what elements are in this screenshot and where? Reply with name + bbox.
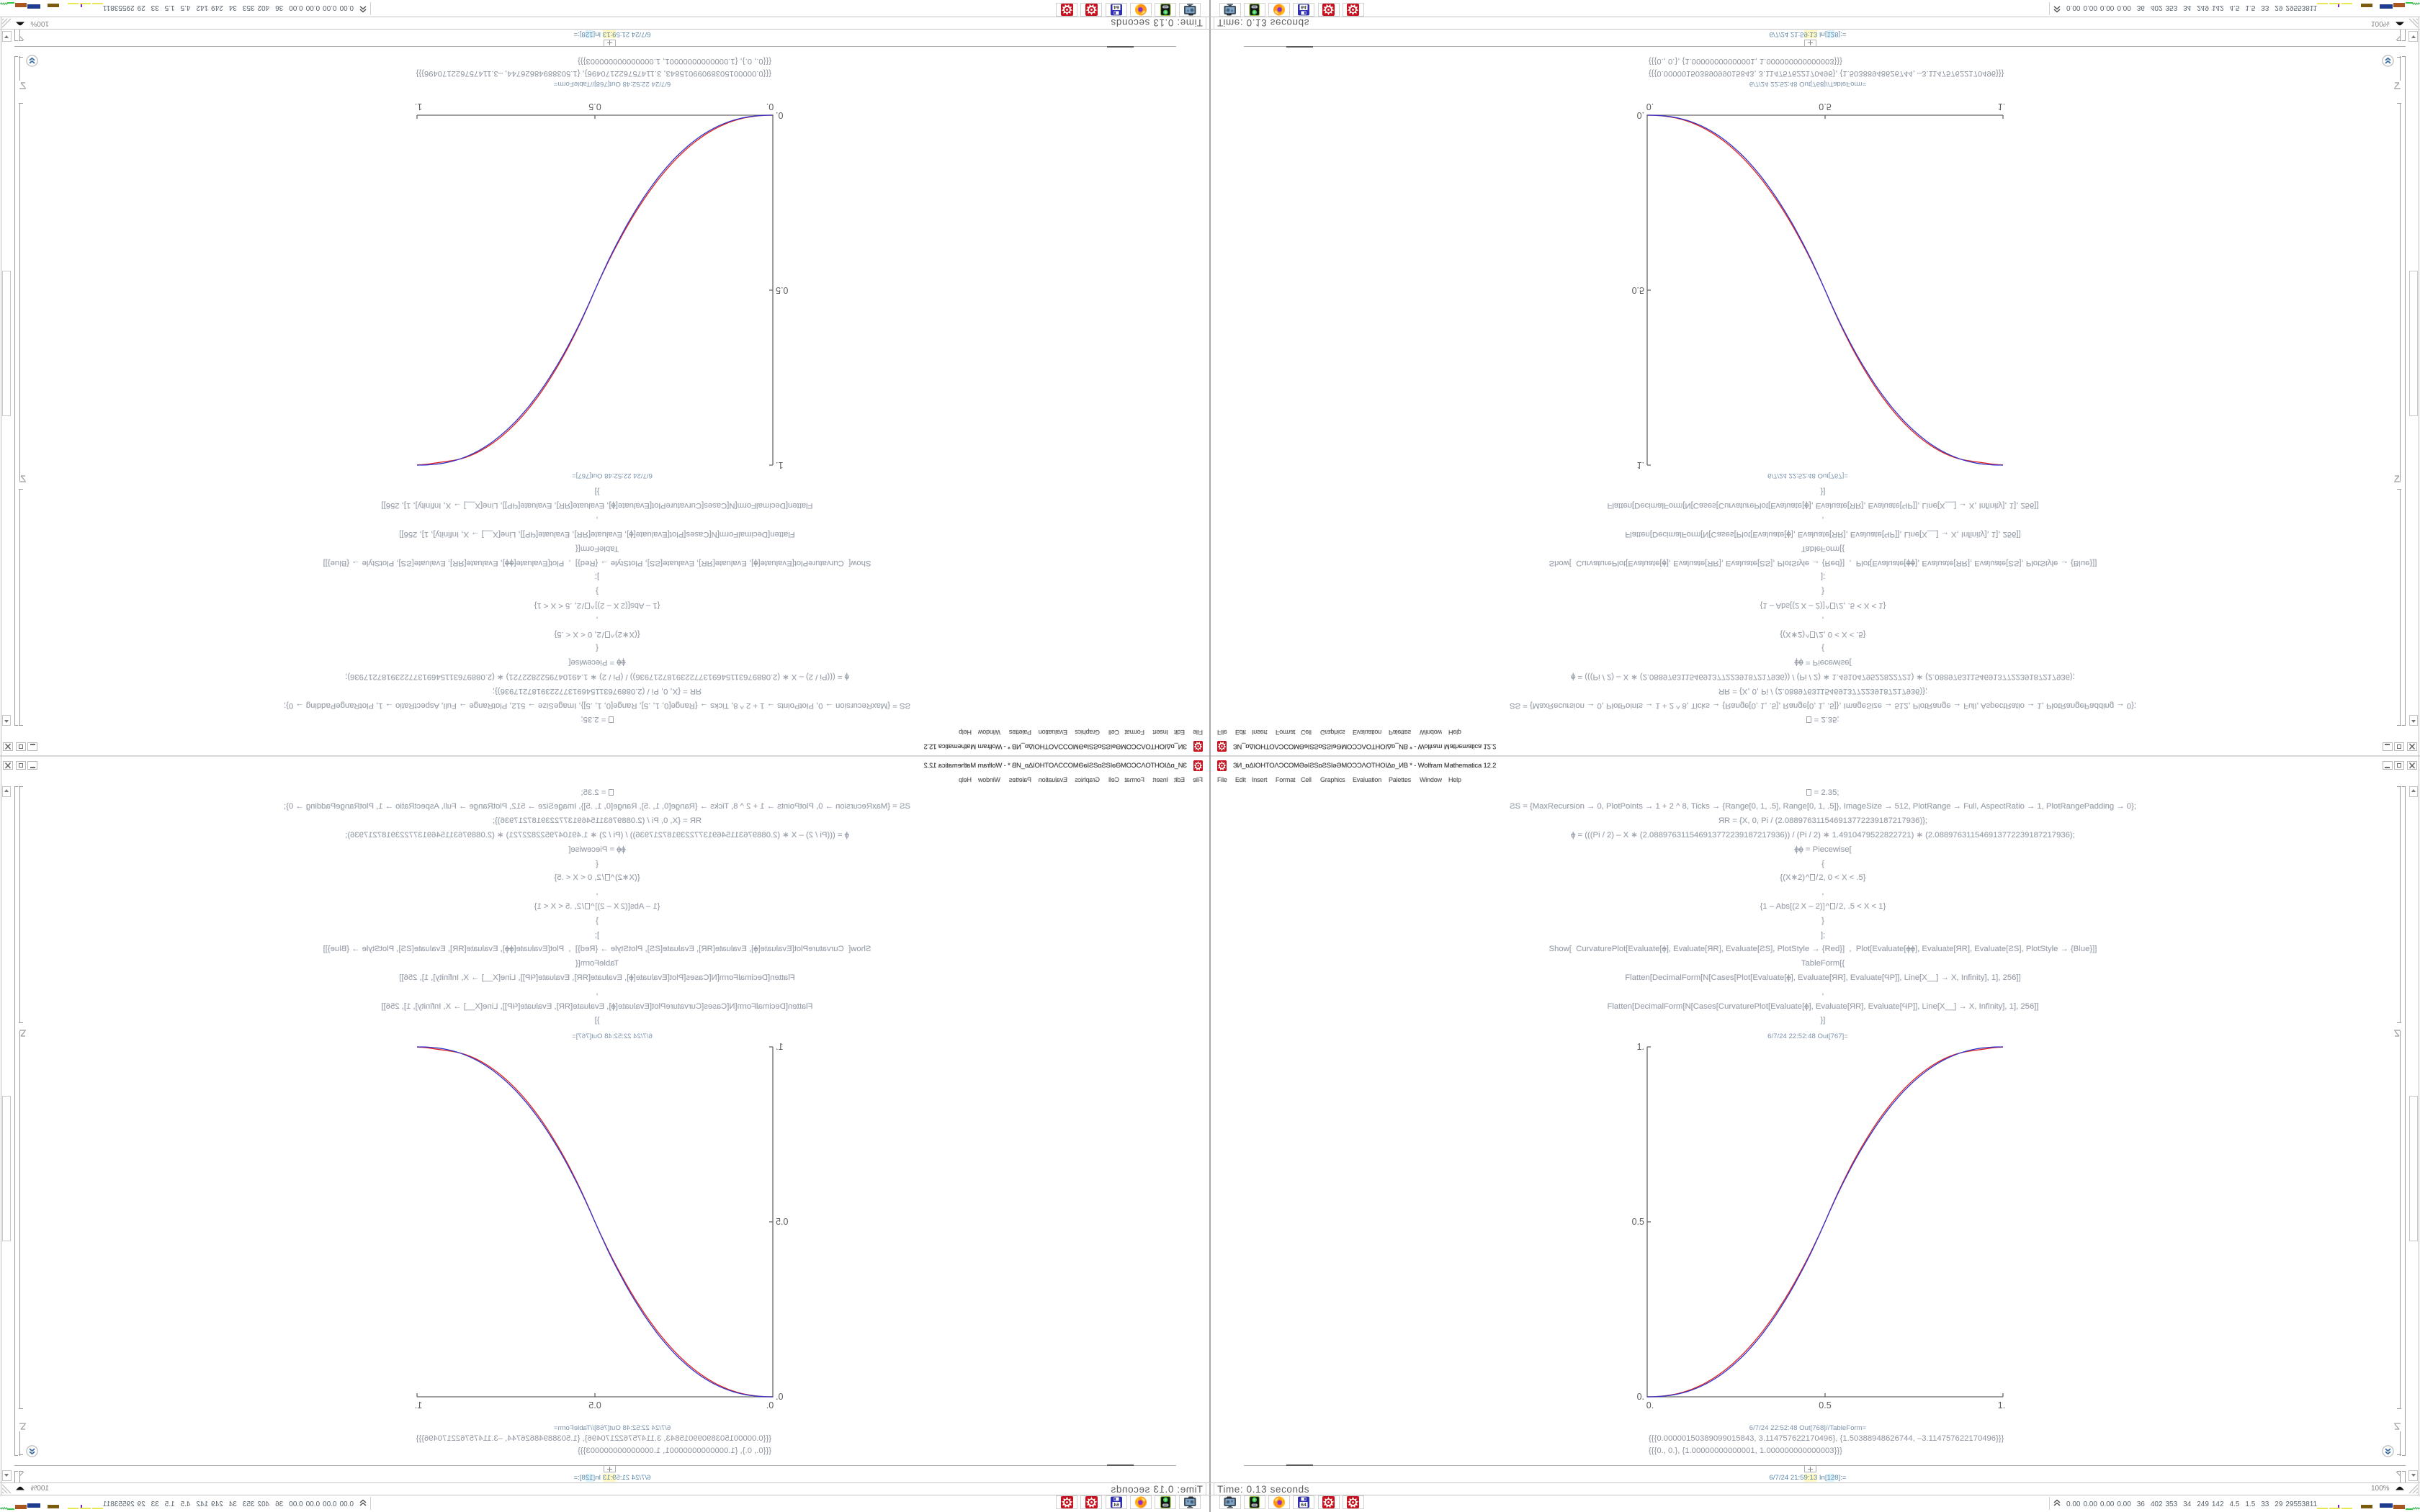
svg-text:0.5: 0.5 — [1819, 102, 1831, 112]
svg-text:1.: 1. — [776, 460, 783, 470]
svg-text:0.: 0. — [1637, 1392, 1644, 1402]
svg-text:1.: 1. — [1998, 102, 2005, 112]
svg-text:1.: 1. — [415, 102, 422, 112]
svg-text:1.: 1. — [1637, 1042, 1644, 1052]
svg-text:0.5: 0.5 — [1632, 1217, 1644, 1227]
svg-text:1.: 1. — [415, 1400, 422, 1410]
svg-text:0.5: 0.5 — [776, 285, 788, 295]
svg-text:1.: 1. — [1637, 460, 1644, 470]
svg-text:0.: 0. — [766, 1400, 774, 1410]
svg-text:64: 64 — [1113, 4, 1119, 9]
svg-text:0.: 0. — [766, 102, 774, 112]
svg-text:64: 64 — [1301, 1503, 1307, 1508]
svg-text:1.: 1. — [1998, 1400, 2005, 1410]
svg-text:1.: 1. — [776, 1042, 783, 1052]
svg-text:0.: 0. — [1646, 102, 1654, 112]
svg-text:0.5: 0.5 — [588, 102, 601, 112]
svg-text:64: 64 — [1301, 4, 1307, 9]
svg-text:0.: 0. — [776, 110, 783, 120]
svg-text:0.: 0. — [1646, 1400, 1654, 1410]
svg-text:0.: 0. — [776, 1392, 783, 1402]
svg-text:64: 64 — [1113, 1503, 1119, 1508]
svg-text:0.5: 0.5 — [776, 1217, 788, 1227]
svg-text:0.5: 0.5 — [1819, 1400, 1831, 1410]
svg-text:0.5: 0.5 — [1632, 285, 1644, 295]
svg-text:0.5: 0.5 — [588, 1400, 601, 1410]
svg-text:0.: 0. — [1637, 110, 1644, 120]
